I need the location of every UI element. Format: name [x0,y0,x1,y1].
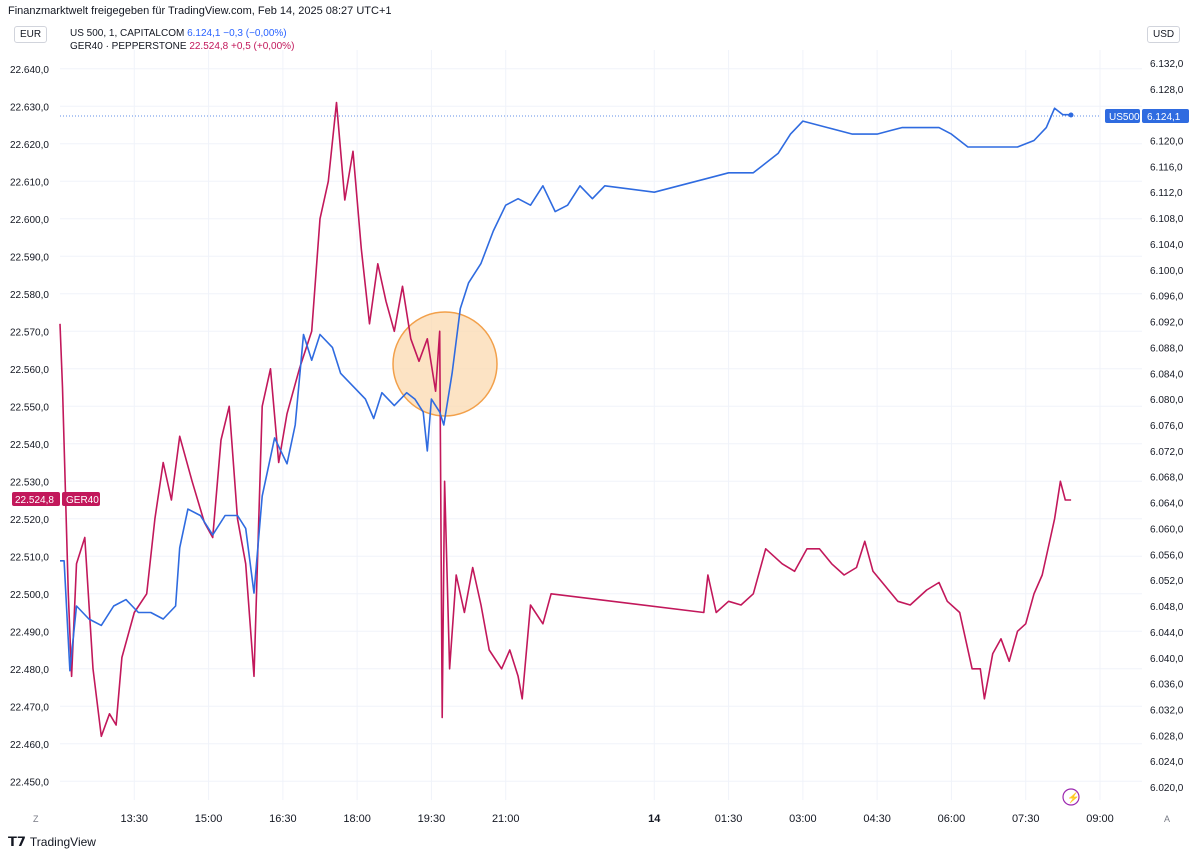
ger40-tag-value: 22.524,8 [15,495,54,506]
right-tick-label: 6.020,0 [1150,783,1184,794]
x-tick-label: 13:30 [121,813,149,825]
right-tick-label: 6.104,0 [1150,240,1184,251]
chart-header: Finanzmarktwelt freigegeben für TradingV… [8,5,392,17]
footer-brand: TradingView [29,835,96,849]
left-tick-label: 22.520,0 [10,515,49,526]
right-tick-label: 6.112,0 [1150,188,1183,199]
left-tick-label: 22.590,0 [10,252,49,263]
right-tick-label: 6.024,0 [1150,757,1184,768]
right-tick-label: 6.060,0 [1150,524,1184,535]
right-tick-label: 6.084,0 [1150,369,1184,380]
right-tick-label: 6.096,0 [1150,292,1184,303]
right-tick-label: 6.076,0 [1150,421,1184,432]
footer: 𝗧𝟳 TradingView [8,834,96,850]
series-line-us500 [60,107,1072,672]
left-tick-label: 22.490,0 [10,627,49,638]
right-tick-label: 6.128,0 [1150,85,1184,96]
right-tick-label: 6.072,0 [1150,447,1184,458]
left-tick-label: 22.600,0 [10,215,49,226]
x-tick-label: 04:30 [863,813,891,825]
legend-ger40[interactable]: GER40 · PEPPERSTONE 22.524,8 +0,5 (+0,00… [70,40,294,53]
left-tick-label: 22.530,0 [10,477,49,488]
left-tick-label: 22.550,0 [10,402,49,413]
grid [60,50,1142,800]
left-axis-ticks: 22.640,0 22.630,0 22.620,0 22.610,0 22.600,0… [10,65,49,789]
legend-ger40-name: GER40 · PEPPERSTONE [70,41,187,52]
right-tick-label: 6.056,0 [1150,550,1184,561]
right-tick-label: 6.032,0 [1150,705,1184,716]
legend-us500-change: −0,3 (−0,00%) [223,28,287,39]
right-tick-label: 6.092,0 [1150,318,1184,329]
x-tick-label: 21:00 [492,813,520,825]
x-tick-label: 15:00 [195,813,223,825]
right-tick-label: 6.068,0 [1150,473,1184,484]
us500-tag-label: US500 [1109,112,1140,123]
left-tick-label: 22.540,0 [10,440,49,451]
left-tick-label: 22.480,0 [10,665,49,676]
x-tick-label: 01:30 [715,813,743,825]
left-tick-label: 22.630,0 [10,102,49,113]
right-tick-label: 6.100,0 [1150,266,1184,277]
x-tick-label: 06:00 [938,813,966,825]
x-tick-label: 07:30 [1012,813,1040,825]
x-axis-ticks: 13:30 15:00 16:30 18:00 19:30 21:00 14 01:30 03:… [121,813,1114,825]
x-tick-label: 03:00 [789,813,817,825]
x-tick-label: 18:00 [343,813,371,825]
left-tick-label: 22.570,0 [10,327,49,338]
legend-us500-price: 6.124,1 [187,28,221,39]
us500-price-tag[interactable]: US500 6.124,1 [1105,109,1189,123]
svg-text:⚡: ⚡ [1067,791,1079,804]
left-tick-label: 22.470,0 [10,702,49,713]
ger40-tag-label: GER40 [66,495,99,506]
us500-last-point [1068,112,1074,118]
left-tick-label: 22.640,0 [10,65,49,76]
ger40-price-tag[interactable]: 22.524,8 GER40 [12,492,100,506]
x-tick-label: 16:30 [269,813,297,825]
tradingview-logo-icon: 𝗧𝟳 [8,834,26,849]
right-tick-label: 6.036,0 [1150,680,1184,691]
currency-right-label[interactable]: USD [1147,26,1181,43]
right-tick-label: 6.052,0 [1150,576,1184,587]
right-tick-label: 6.116,0 [1150,162,1183,173]
right-tick-label: 6.028,0 [1150,731,1184,742]
legend-ger40-price: 22.524,8 [189,41,229,52]
left-tick-label: 22.610,0 [10,177,49,188]
right-tick-label: 6.064,0 [1150,499,1184,510]
right-axis-ticks: 6.132,06.128,06.124,06.120,06.116,06.112… [1150,59,1184,794]
us500-tag-value: 6.124,1 [1147,112,1181,123]
right-tick-label: 6.044,0 [1150,628,1184,639]
lightning-icon[interactable]: ⚡ [1062,788,1080,806]
a-label[interactable]: A [1164,814,1170,824]
series-lines [59,101,1072,738]
currency-left-label[interactable]: EUR [14,26,48,43]
right-tick-label: 6.108,0 [1150,214,1184,225]
legend: US 500, 1, CAPITALCOM 6.124,1 −0,3 (−0,0… [70,27,294,53]
left-tick-label: 22.460,0 [10,740,49,751]
legend-us500-name: US 500, 1, CAPITALCOM [70,28,185,39]
legend-ger40-change: +0,5 (+0,00%) [231,41,295,52]
right-tick-label: 6.080,0 [1150,395,1184,406]
series-line-ger40 [59,101,1072,738]
x-tick-label: 14 [648,813,661,825]
left-tick-label: 22.560,0 [10,365,49,376]
left-tick-label: 22.450,0 [10,777,49,788]
left-tick-label: 22.510,0 [10,552,49,563]
legend-us500[interactable]: US 500, 1, CAPITALCOM 6.124,1 −0,3 (−0,0… [70,27,294,40]
z-label[interactable]: Z [33,814,39,824]
x-tick-label: 19:30 [418,813,446,825]
left-tick-label: 22.620,0 [10,140,49,151]
right-tick-label: 6.120,0 [1150,137,1184,148]
right-tick-label: 6.048,0 [1150,602,1184,613]
right-tick-label: 6.088,0 [1150,343,1184,354]
left-tick-label: 22.580,0 [10,290,49,301]
x-tick-label: 09:00 [1086,813,1114,825]
left-tick-label: 22.500,0 [10,590,49,601]
right-tick-label: 6.040,0 [1150,654,1184,665]
right-tick-label: 6.132,0 [1150,59,1184,70]
